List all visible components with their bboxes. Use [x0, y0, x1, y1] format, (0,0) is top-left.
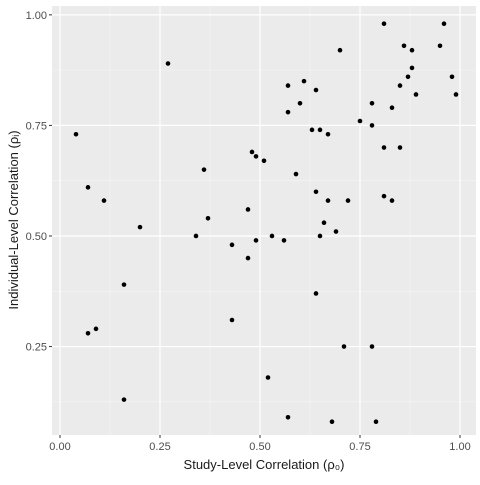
- data-point: [381, 193, 387, 199]
- data-point: [329, 419, 335, 425]
- data-point: [337, 47, 343, 53]
- data-point: [229, 242, 235, 248]
- data-point: [73, 131, 79, 137]
- data-point: [325, 131, 331, 137]
- data-point: [453, 92, 459, 97]
- y-tick-label: 1.00: [26, 10, 47, 22]
- data-point: [301, 78, 307, 84]
- data-point: [313, 189, 319, 195]
- data-point: [389, 105, 395, 111]
- data-point: [269, 233, 275, 239]
- data-point: [193, 233, 199, 239]
- data-point: [101, 198, 107, 203]
- data-point: [313, 87, 319, 93]
- grid-lines: [52, 6, 476, 435]
- data-point: [245, 207, 251, 212]
- data-point: [397, 145, 403, 150]
- data-point: [297, 100, 303, 106]
- data-point: [373, 419, 379, 425]
- data-point: [369, 344, 375, 349]
- x-axis-ticks: 0.00 0.25 0.50 0.75 1.00: [49, 435, 471, 453]
- data-points: [73, 21, 459, 425]
- data-point: [281, 238, 287, 243]
- data-point: [201, 167, 207, 172]
- data-point: [93, 326, 99, 332]
- x-tick-label: 1.00: [449, 441, 470, 453]
- data-point: [265, 375, 271, 380]
- data-point: [245, 255, 251, 261]
- y-tick-label: 0.75: [26, 120, 47, 132]
- data-point: [317, 127, 323, 133]
- x-axis-title: Study-Level Correlation (ρ₀): [184, 457, 345, 472]
- data-point: [357, 118, 363, 124]
- data-point: [401, 43, 407, 49]
- data-point: [397, 83, 403, 88]
- data-point: [321, 220, 327, 226]
- data-point: [137, 224, 143, 230]
- data-point: [121, 282, 127, 287]
- data-point: [253, 154, 259, 159]
- data-point: [409, 65, 415, 71]
- x-tick-label: 0.50: [249, 441, 270, 453]
- data-point: [325, 198, 331, 203]
- data-point: [313, 291, 319, 296]
- data-point: [389, 198, 395, 203]
- data-point: [285, 109, 291, 115]
- data-point: [165, 61, 171, 66]
- data-point: [293, 171, 299, 177]
- data-point: [449, 74, 455, 80]
- data-point: [121, 397, 127, 402]
- data-point: [249, 149, 255, 155]
- data-point: [441, 21, 447, 26]
- data-point: [381, 21, 387, 26]
- y-tick-label: 0.50: [26, 231, 47, 243]
- data-point: [85, 330, 91, 336]
- data-point: [333, 229, 339, 234]
- x-tick-label: 0.75: [349, 441, 370, 453]
- data-point: [437, 43, 443, 49]
- data-point: [205, 215, 211, 221]
- data-point: [261, 158, 267, 164]
- data-point: [369, 100, 375, 106]
- data-point: [253, 238, 259, 243]
- data-point: [413, 92, 419, 97]
- data-point: [405, 74, 411, 80]
- x-tick-label: 0.00: [49, 441, 70, 453]
- data-point: [345, 198, 351, 203]
- data-point: [285, 83, 291, 88]
- data-point: [341, 344, 347, 349]
- data-point: [369, 123, 375, 128]
- y-axis-title: Individual-Level Correlation (ρᵢ): [6, 130, 21, 309]
- data-point: [317, 233, 323, 239]
- data-point: [309, 127, 315, 133]
- y-tick-label: 0.25: [26, 342, 47, 354]
- data-point: [409, 47, 415, 53]
- data-point: [285, 415, 291, 420]
- y-axis-ticks: 0.25 0.50 0.75 1.00: [26, 10, 52, 354]
- data-point: [381, 145, 387, 150]
- x-tick-label: 0.25: [149, 441, 170, 453]
- plot-panel: [52, 6, 476, 435]
- data-point: [85, 185, 91, 190]
- data-point: [229, 317, 235, 323]
